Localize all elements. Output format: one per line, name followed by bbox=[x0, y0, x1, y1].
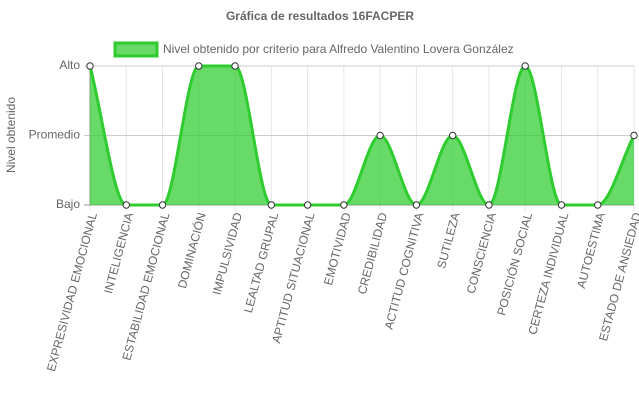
point bbox=[303, 201, 312, 209]
point bbox=[448, 131, 457, 140]
y-tick-label: Promedio bbox=[29, 128, 81, 142]
x-tick-label: EMOTIVIDAD bbox=[321, 211, 354, 287]
point bbox=[485, 201, 493, 209]
x-tick-label: CONSCIENCIA bbox=[464, 211, 499, 295]
point bbox=[158, 201, 167, 209]
point bbox=[267, 201, 276, 209]
y-axis-title: Nivel obtenido bbox=[4, 97, 18, 173]
x-tick-label: CERTEZA INDIVIDUAL bbox=[525, 211, 571, 336]
x-tick-label: IMPULSIVIDAD bbox=[210, 211, 246, 297]
point bbox=[630, 131, 638, 140]
point bbox=[594, 201, 602, 209]
point bbox=[412, 201, 421, 209]
line bbox=[88, 64, 636, 207]
point bbox=[376, 131, 384, 140]
x-tick-label: POSICIÓN SOCIAL bbox=[493, 210, 535, 317]
point bbox=[86, 62, 94, 70]
x-tick-label: AUTOESTIMA bbox=[574, 211, 608, 290]
point bbox=[340, 201, 348, 209]
x-tick-label: LEALTAD GRUPAL bbox=[241, 211, 281, 315]
point bbox=[557, 201, 566, 209]
point bbox=[195, 62, 203, 70]
x-tick-label: CREDIBILIDAD bbox=[355, 211, 390, 296]
y-tick-label: Bajo bbox=[56, 197, 80, 211]
area bbox=[90, 66, 634, 205]
point bbox=[231, 62, 239, 70]
point bbox=[122, 201, 130, 209]
x-tick-label: ACTITUD COGNITIVA bbox=[382, 211, 427, 331]
legend-swatch bbox=[113, 41, 159, 58]
x-tick-label: INTELIGENCIA bbox=[101, 211, 136, 295]
x-tick-label: DOMINACIÓN bbox=[174, 211, 209, 290]
point bbox=[521, 62, 529, 70]
y-tick-label: Alto bbox=[59, 58, 80, 72]
x-tick-label: EXPRESIVIDAD EMOCIONAL bbox=[44, 211, 100, 373]
x-tick-label: SUTILEZA bbox=[434, 211, 462, 270]
chart-title: Gráfica de resultados 16FACPER bbox=[226, 9, 414, 23]
legend-label: Nivel obtenido por criterio para Alfredo… bbox=[163, 42, 514, 56]
